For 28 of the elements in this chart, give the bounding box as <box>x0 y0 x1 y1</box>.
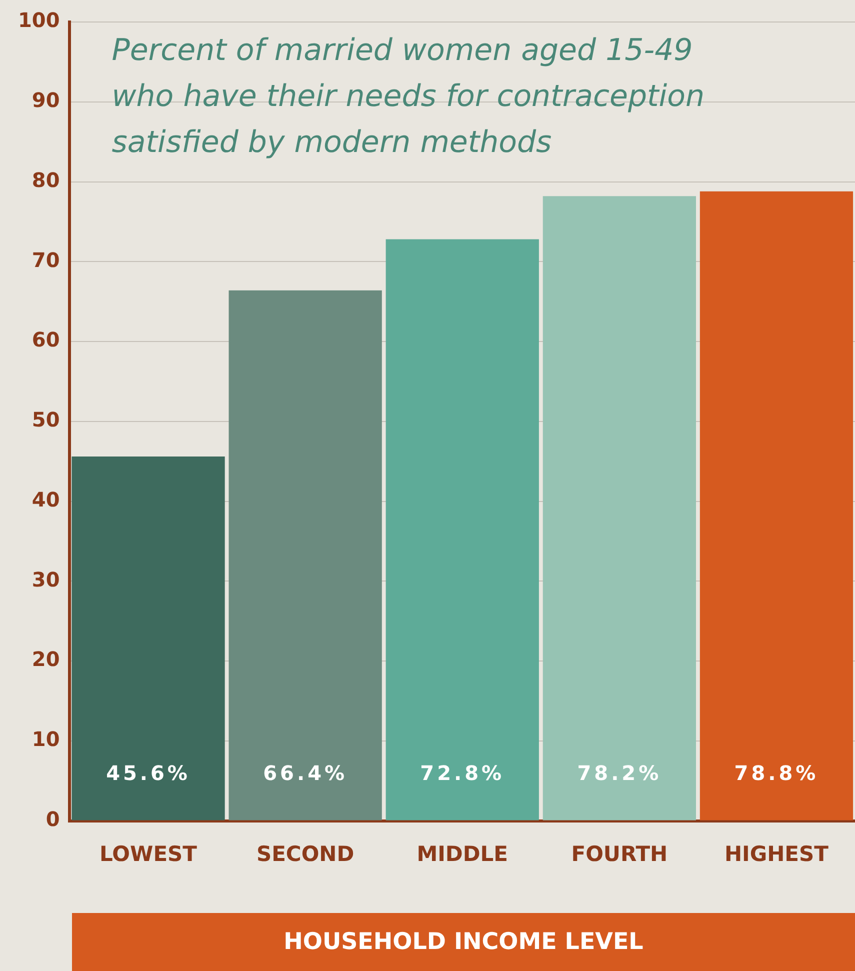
bar <box>228 290 382 820</box>
text: Percent of married women aged 15-49 who have their needs for contraception satisfied by modern methods <box>112 32 704 160</box>
x-tick-label: MIDDLE <box>416 842 508 866</box>
bar <box>386 239 539 820</box>
data-label: 78.2% <box>577 761 662 786</box>
x-tick-label: FOURTH <box>571 842 668 866</box>
y-tick-label: 80 <box>32 168 60 192</box>
x-tick-label: HIGHEST <box>724 842 830 866</box>
data-label: 45.6% <box>106 761 190 786</box>
data-label: 72.8% <box>420 761 505 786</box>
y-tick-label: 100 <box>18 8 60 32</box>
bar <box>72 456 225 820</box>
y-tick-label: 20 <box>32 647 60 672</box>
data-label: 78.8% <box>734 761 819 786</box>
y-tick-label: 90 <box>32 88 60 112</box>
y-tick-label: 50 <box>32 408 60 432</box>
bar <box>700 191 854 820</box>
data-label: 66.4% <box>263 761 348 786</box>
x-axis-title: HOUSEHOLD INCOME LEVEL <box>72 913 855 971</box>
y-tick-label: 60 <box>32 328 60 352</box>
bar <box>542 196 696 820</box>
y-tick-label: 30 <box>32 567 60 592</box>
x-tick-label: SECOND <box>256 842 354 866</box>
y-tick-label: 10 <box>32 727 60 752</box>
x-tick-label: LOWEST <box>100 842 198 866</box>
y-tick-label: 0 <box>46 807 60 832</box>
y-tick-label: 40 <box>32 487 60 512</box>
y-tick-label: 70 <box>32 248 60 272</box>
